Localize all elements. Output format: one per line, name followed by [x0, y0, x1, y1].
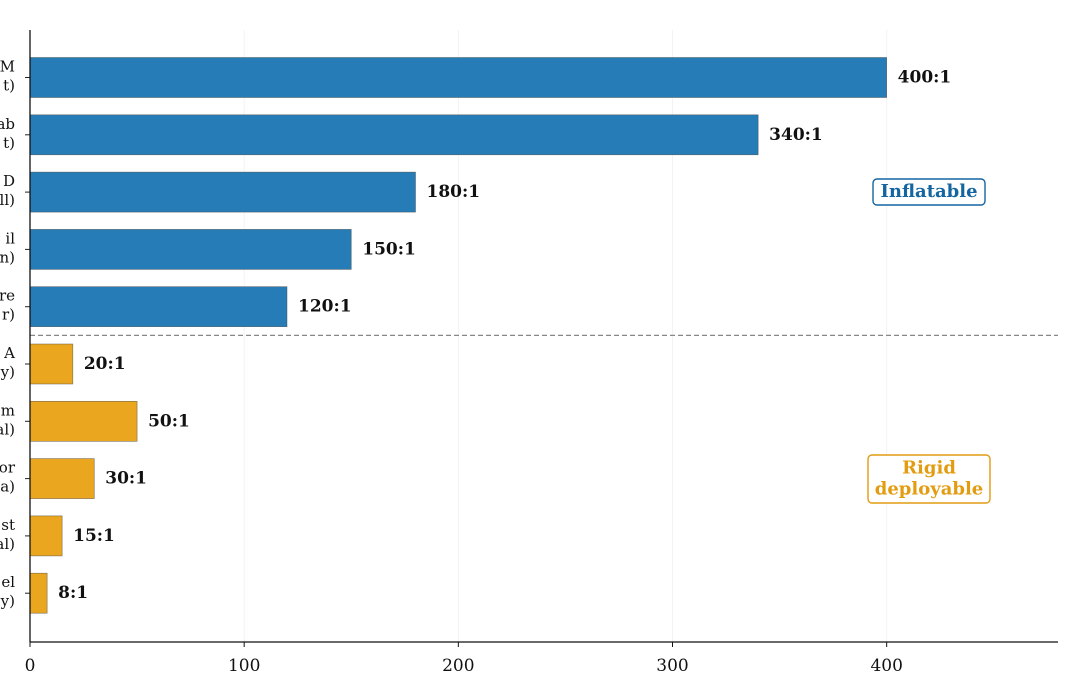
category-label-6-line1: m [1, 401, 15, 419]
bar-5 [29, 343, 74, 385]
category-label-3-line1: il [5, 229, 15, 247]
bar-1 [29, 114, 759, 156]
value-label-7: 30:1 [105, 469, 147, 489]
group-label-box-1 [867, 454, 991, 504]
value-label-4: 120:1 [298, 297, 352, 317]
x-tick-label-400: 400 [870, 656, 902, 672]
category-label-2-line1: D [3, 172, 15, 190]
category-label-8-line1: st [1, 516, 15, 534]
x-tick-label-100: 100 [228, 656, 260, 672]
group-label-1: Rigid deployable [875, 458, 983, 500]
group-label-1-line-0: Rigid [902, 458, 956, 479]
category-label-9-line1: el [1, 573, 15, 591]
category-label-2-line2: ll) [0, 191, 15, 209]
category-label-1-line2: t) [3, 134, 15, 152]
bar-3 [29, 229, 352, 270]
category-label-1-line1: ab [0, 115, 15, 133]
group-label-0-line-0: Inflatable [880, 181, 977, 202]
category-label-7-line1: or [0, 459, 16, 477]
group-label-0: Inflatable [880, 181, 977, 202]
bar-0 [29, 57, 887, 98]
group-label-box-0 [872, 178, 986, 206]
category-label-7-line2: a) [0, 478, 15, 496]
category-label-6-line2: al) [0, 420, 15, 438]
x-tick-label-200: 200 [442, 656, 474, 672]
category-label-3-line2: n) [0, 248, 15, 266]
bars-layer [29, 57, 887, 614]
category-label-0-line2: t) [3, 77, 15, 95]
category-label-0-line1: M [0, 58, 15, 76]
category-label-9-line2: y) [0, 592, 15, 610]
group-labels-layer: Inflatable Rigid deployable [867, 178, 991, 504]
bar-2 [29, 171, 416, 213]
bar-4 [29, 286, 288, 328]
category-label-8-line2: al) [0, 535, 15, 553]
category-label-5-line1: A [3, 344, 15, 362]
bar-8 [29, 515, 63, 557]
value-label-6: 50:1 [148, 411, 190, 431]
bar-7 [29, 458, 95, 499]
x-tick-label-0: 0 [25, 656, 36, 672]
value-label-2: 180:1 [427, 182, 481, 202]
value-label-1: 340:1 [769, 125, 823, 145]
value-label-5: 20:1 [84, 354, 126, 374]
x-tick-label-300: 300 [656, 656, 688, 672]
value-labels-layer: 400:1 340:1 180:1 150:1 120:1 20:1 50:1 30:1 15:… [58, 68, 951, 604]
bar-6 [29, 400, 138, 442]
axis-layer: Mt)abt)Dll)iln)rer)Ay)mal)ora)stal)ely)0… [0, 30, 1058, 676]
value-label-0: 400:1 [898, 68, 952, 88]
category-label-4-line2: r) [2, 306, 15, 324]
value-label-9: 8:1 [58, 583, 88, 603]
group-label-1-line-1: deployable [875, 479, 983, 500]
value-label-8: 15:1 [73, 526, 115, 546]
category-label-4-line1: re [0, 287, 15, 305]
bar-9 [29, 572, 48, 614]
category-label-5-line2: y) [0, 363, 15, 381]
value-label-3: 150:1 [362, 239, 416, 259]
